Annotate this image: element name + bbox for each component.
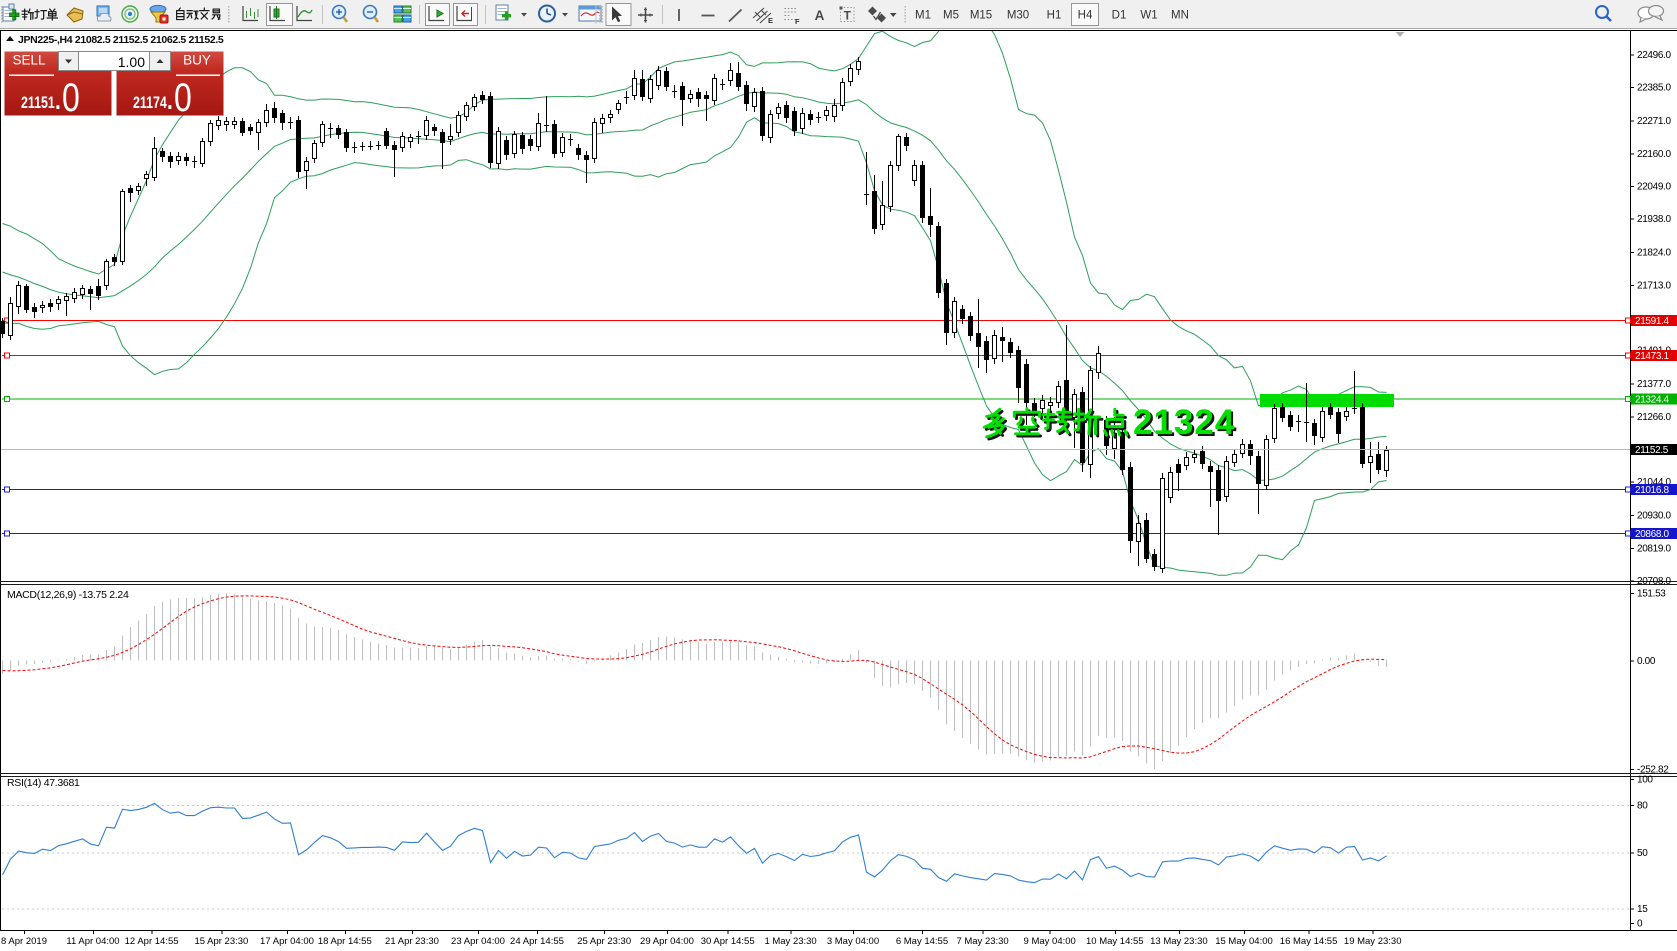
svg-text:16 May 14:55: 16 May 14:55	[1280, 936, 1338, 947]
svg-text:21938.0: 21938.0	[1637, 214, 1671, 225]
svg-text:0: 0	[1637, 919, 1643, 930]
svg-text:1 May 23:30: 1 May 23:30	[764, 936, 816, 947]
svg-text:0.00: 0.00	[1637, 656, 1656, 667]
svg-text:20819.0: 20819.0	[1637, 543, 1671, 554]
svg-text:.: .	[167, 86, 173, 115]
svg-text:W1: W1	[1140, 10, 1157, 22]
svg-text:21324: 21324	[1133, 403, 1235, 442]
svg-text:151.53: 151.53	[1637, 589, 1666, 600]
svg-text:13 May 23:30: 13 May 23:30	[1150, 936, 1208, 947]
svg-text:20708.0: 20708.0	[1637, 576, 1671, 587]
svg-text:15 May 04:00: 15 May 04:00	[1215, 936, 1273, 947]
svg-text:19 May 23:30: 19 May 23:30	[1344, 936, 1402, 947]
svg-text:MN: MN	[1171, 10, 1189, 22]
svg-text:20930.0: 20930.0	[1637, 511, 1671, 522]
svg-text:M30: M30	[1007, 10, 1029, 22]
svg-text:.: .	[55, 86, 61, 115]
svg-text:25 Apr 23:30: 25 Apr 23:30	[577, 936, 631, 947]
svg-text:22160.0: 22160.0	[1637, 149, 1671, 160]
svg-text:21713.0: 21713.0	[1637, 280, 1671, 291]
svg-text:22271.0: 22271.0	[1637, 116, 1671, 127]
svg-text:21266.0: 21266.0	[1637, 412, 1671, 423]
svg-text:15 Apr 23:30: 15 Apr 23:30	[194, 936, 248, 947]
svg-text:21324: 21324	[1135, 405, 1237, 444]
svg-text:21174: 21174	[133, 94, 167, 112]
svg-text:17 Apr 04:00: 17 Apr 04:00	[260, 936, 314, 947]
svg-text:M1: M1	[915, 10, 931, 22]
svg-text:M15: M15	[970, 10, 992, 22]
svg-text:9 May 04:00: 9 May 04:00	[1024, 936, 1076, 947]
svg-text:SELL: SELL	[12, 53, 46, 68]
svg-text:22049.0: 22049.0	[1637, 182, 1671, 193]
svg-text:23 Apr 04:00: 23 Apr 04:00	[451, 936, 505, 947]
svg-text:18 Apr 14:55: 18 Apr 14:55	[318, 936, 372, 947]
svg-text:D1: D1	[1112, 10, 1127, 22]
svg-text:21151: 21151	[21, 94, 55, 112]
svg-text:100: 100	[1637, 775, 1653, 786]
svg-text:BUY: BUY	[183, 53, 211, 68]
svg-text:30 Apr 14:55: 30 Apr 14:55	[701, 936, 755, 947]
svg-text:21 Apr 23:30: 21 Apr 23:30	[385, 936, 439, 947]
svg-text:24 Apr 14:55: 24 Apr 14:55	[510, 936, 564, 947]
svg-text:21044.0: 21044.0	[1637, 477, 1671, 488]
svg-text:21016.8: 21016.8	[1635, 485, 1669, 496]
svg-text:H1: H1	[1047, 10, 1062, 22]
svg-text:MACD(12,26,9) -13.75 2.24: MACD(12,26,9) -13.75 2.24	[7, 589, 129, 601]
svg-text:RSI(14) 47.3681: RSI(14) 47.3681	[7, 777, 80, 789]
svg-text:29 Apr 04:00: 29 Apr 04:00	[640, 936, 694, 947]
svg-text:1.00: 1.00	[118, 54, 145, 70]
svg-text:80: 80	[1637, 801, 1648, 812]
svg-text:-252.82: -252.82	[1637, 765, 1669, 776]
svg-text:0: 0	[174, 75, 192, 120]
svg-text:12 Apr 14:55: 12 Apr 14:55	[125, 936, 179, 947]
svg-text:F: F	[795, 17, 800, 26]
svg-text:6 May 14:55: 6 May 14:55	[896, 936, 948, 947]
svg-text:T: T	[844, 9, 852, 23]
svg-text:21473.1: 21473.1	[1635, 351, 1669, 362]
svg-text:10 May 14:55: 10 May 14:55	[1086, 936, 1144, 947]
svg-text:22385.0: 22385.0	[1637, 83, 1671, 94]
svg-text:8 Apr 2019: 8 Apr 2019	[1, 936, 47, 947]
svg-text:21824.0: 21824.0	[1637, 248, 1671, 259]
svg-text:0: 0	[62, 75, 80, 120]
svg-text:JPN225-,H4 21082.5 21152.5 21: JPN225-,H4 21082.5 21152.5 21062.5 21152…	[18, 34, 224, 46]
svg-text:11 Apr 04:00: 11 Apr 04:00	[66, 936, 119, 947]
svg-text:20868.0: 20868.0	[1635, 529, 1669, 540]
svg-text:21591.4: 21591.4	[1635, 316, 1669, 327]
svg-text:22496.0: 22496.0	[1637, 50, 1671, 61]
svg-text:A: A	[815, 8, 825, 23]
svg-text:H4: H4	[1078, 10, 1093, 22]
svg-text:15: 15	[1637, 904, 1648, 915]
svg-text:21152.5: 21152.5	[1635, 445, 1669, 456]
svg-text:M5: M5	[943, 10, 959, 22]
svg-text:21324.4: 21324.4	[1635, 395, 1669, 406]
svg-text:E: E	[768, 16, 773, 25]
svg-text:50: 50	[1637, 848, 1648, 859]
svg-text:3 May 04:00: 3 May 04:00	[827, 936, 879, 947]
svg-text:21377.0: 21377.0	[1637, 379, 1671, 390]
svg-text:7 May 23:30: 7 May 23:30	[956, 936, 1008, 947]
